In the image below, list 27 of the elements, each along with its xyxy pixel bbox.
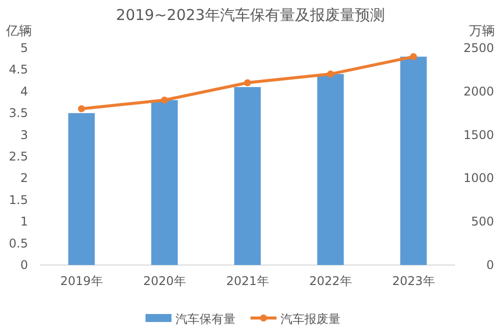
xtick: 2023年: [392, 274, 435, 288]
ytick: 3.5: [8, 106, 28, 120]
ytick: 0.5: [8, 236, 28, 250]
y2label: 万辆: [469, 24, 495, 39]
xtick: 2019年: [60, 274, 103, 288]
ytick: 2.5: [8, 150, 28, 164]
y2tick: 2000: [463, 84, 494, 98]
xtick: 2022年: [309, 274, 352, 288]
title: 2019~2023年汽车保有量及报废量预测: [116, 6, 385, 24]
ytick: 5: [20, 41, 28, 55]
ytick: 4.5: [8, 62, 28, 77]
ytick: 3: [20, 128, 28, 142]
ytick: 1.5: [8, 192, 28, 207]
legend-label: 汽车保有量: [176, 312, 236, 326]
y2tick: 1500: [463, 128, 494, 142]
y2tick: 1000: [463, 171, 494, 186]
y2tick: 2500: [463, 41, 494, 55]
legend-label: 汽车报废量: [280, 312, 340, 326]
xtick: 2020年: [143, 274, 186, 288]
y2tick: 0: [486, 258, 494, 272]
ylabel: 亿辆: [6, 24, 32, 39]
ytick: 2: [20, 171, 28, 186]
ytick: 0: [20, 258, 28, 272]
y2tick: 500: [471, 214, 494, 229]
ytick: 4: [20, 84, 28, 98]
ytick: 1: [20, 214, 28, 229]
xtick: 2021年: [226, 274, 269, 288]
